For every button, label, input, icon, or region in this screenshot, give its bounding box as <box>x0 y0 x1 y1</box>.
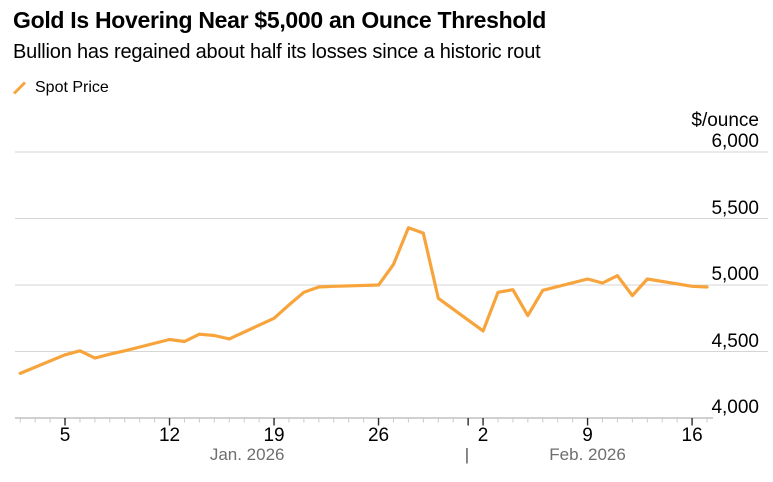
y-tick-label-4500: 4,500 <box>711 330 759 352</box>
chart-title: Gold Is Hovering Near $5,000 an Ounce Th… <box>13 7 546 33</box>
month-label-jan: Jan. 2026 <box>209 445 285 464</box>
y-tick-label-4000: 4,000 <box>711 397 759 418</box>
chart-subtitle: Bullion has regained about half its loss… <box>13 41 541 63</box>
series-line-spot-price <box>18 226 709 375</box>
x-tick-label-2: 2 <box>477 425 489 446</box>
x-tick-label-26: 26 <box>367 425 390 446</box>
x-tick-label-16: 16 <box>681 425 703 446</box>
x-tick-label-19: 19 <box>263 425 285 446</box>
y-tick-label-5500: 5,500 <box>711 197 759 219</box>
x-tick-label-5: 5 <box>59 425 71 446</box>
x-tick-label-9: 9 <box>582 425 593 446</box>
month-separator: | <box>464 445 470 464</box>
legend: Spot Price <box>12 78 109 98</box>
y-tick-label-5000: 5,000 <box>711 264 759 285</box>
x-tick-label-12: 12 <box>158 425 181 446</box>
legend-label-spot-price: Spot Price <box>35 79 109 96</box>
legend-line-marker-icon <box>13 81 26 95</box>
y-tick-label-6000: 6,000 <box>711 131 759 152</box>
legend-marker-line <box>13 81 26 95</box>
y-axis-unit-label: $/ounce <box>691 110 759 131</box>
month-label-feb: Feb. 2026 <box>549 445 626 464</box>
